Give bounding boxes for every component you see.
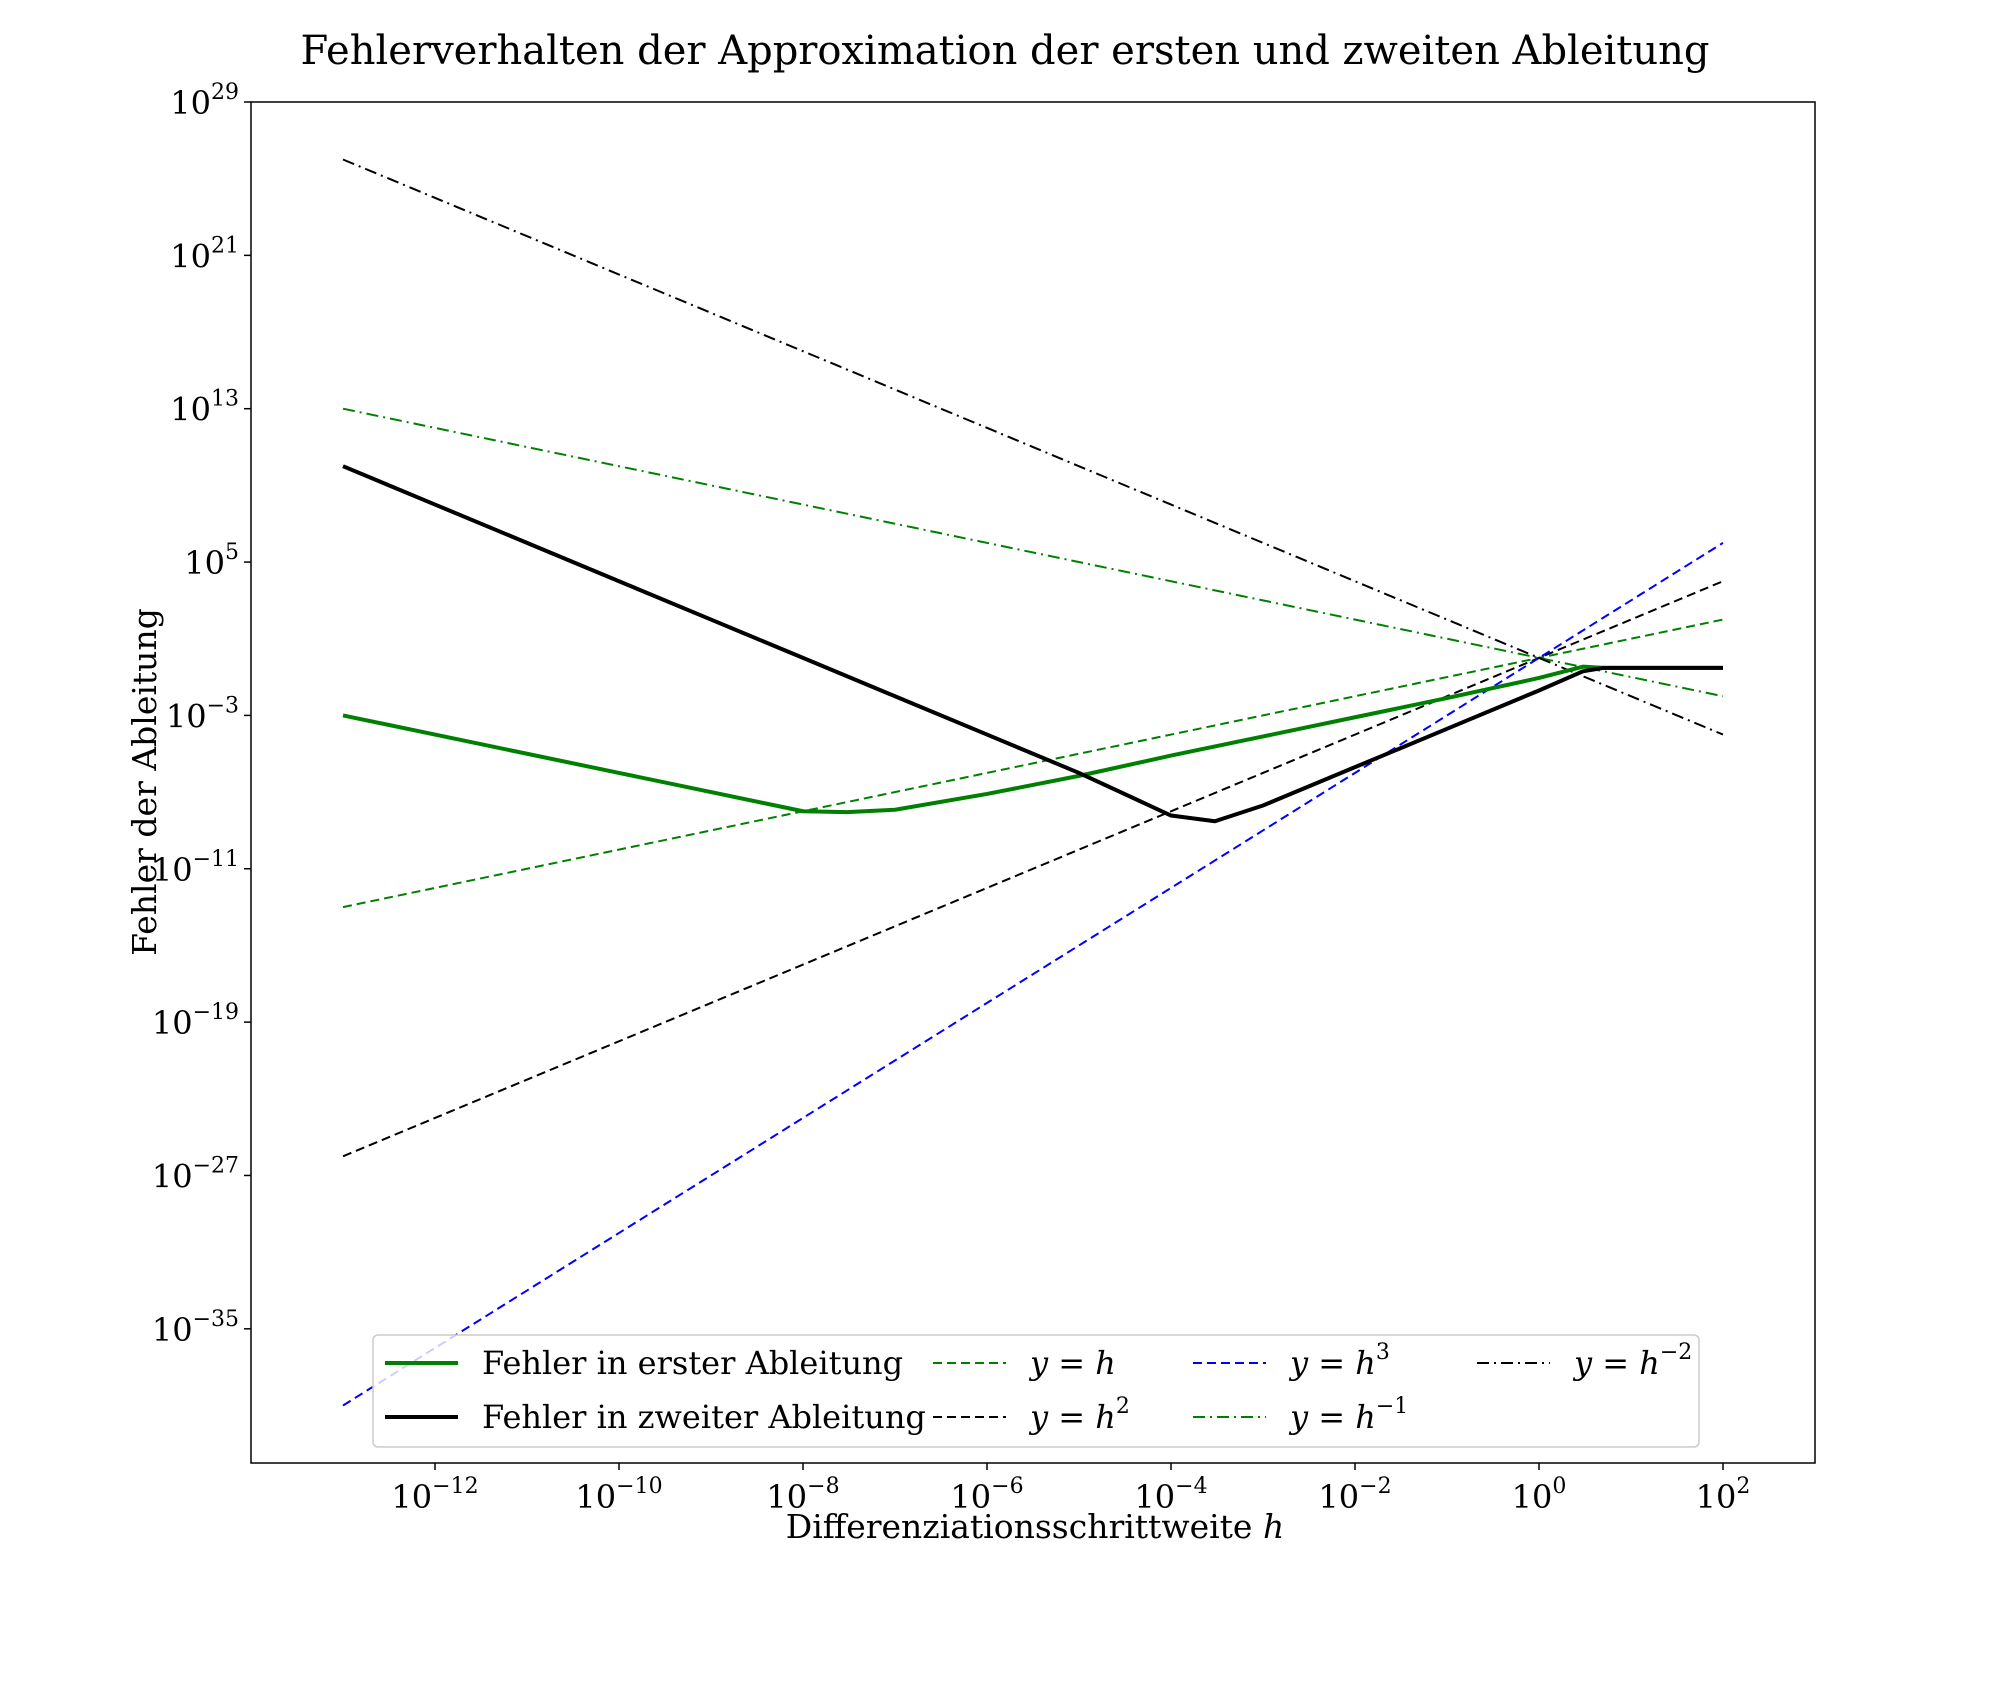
x-tick-label: 102	[1696, 1474, 1751, 1516]
y-tick-label: 10−27	[152, 1153, 239, 1195]
y-axis-label: Fehler der Ableitung	[125, 608, 164, 956]
reference-line-3	[342, 542, 1724, 1407]
y-tick-label: 10−11	[152, 847, 239, 889]
x-tick-label: 100	[1512, 1474, 1567, 1516]
x-axis-label: Differenziationsschrittweite h	[786, 1507, 1284, 1546]
reference-line-5	[342, 158, 1724, 736]
y-tick-label: 1013	[170, 387, 239, 429]
x-tick-label: 10−12	[391, 1474, 478, 1516]
legend-label: y = h−2	[1572, 1340, 1692, 1382]
x-tick-label: 10−8	[766, 1474, 839, 1516]
x-tick-label: 10−10	[575, 1474, 662, 1516]
legend-label: y = h	[1028, 1344, 1116, 1382]
reference-line-2	[342, 580, 1724, 1158]
plot-frame	[250, 101, 1816, 1464]
x-axis-label-var: h	[1263, 1507, 1284, 1546]
error-curve-2	[342, 464, 1723, 824]
x-tick-label: 10−6	[950, 1474, 1023, 1516]
legend-label: y = h3	[1288, 1340, 1390, 1382]
legend-label: Fehler in erster Ableitung	[482, 1344, 903, 1382]
legend-label: y = h−1	[1288, 1394, 1408, 1436]
y-tick-label: 10−3	[166, 693, 239, 735]
legend-label: Fehler in zweiter Ableitung	[482, 1398, 926, 1436]
y-tick-label: 10−19	[152, 1000, 239, 1042]
y-tick-label: 1021	[170, 233, 239, 275]
x-tick-label: 10−4	[1134, 1474, 1207, 1516]
legend: Fehler in erster Ableitung Fehler in zwei…	[372, 1334, 1700, 1448]
y-tick-label: 1029	[170, 80, 239, 122]
reference-line-4	[342, 407, 1724, 698]
chart-title: Fehlerverhalten der Approximation der er…	[300, 28, 1709, 74]
legend-label: y = h2	[1028, 1394, 1130, 1436]
legend-box	[372, 1334, 1700, 1448]
y-axis-ticks: 1029 1021 1013 105 10−3 10−11 10−19 10−27 10−35	[152, 80, 251, 1349]
x-axis-ticks: 10−12 10−10 10−8 10−6 10−4 10−2 100 102	[391, 1463, 1750, 1516]
error-curve-1	[342, 664, 1723, 815]
reference-line-1	[342, 618, 1724, 909]
y-tick-label: 105	[184, 540, 239, 582]
y-tick-label: 10−35	[152, 1307, 239, 1349]
x-tick-label: 10−2	[1318, 1474, 1391, 1516]
